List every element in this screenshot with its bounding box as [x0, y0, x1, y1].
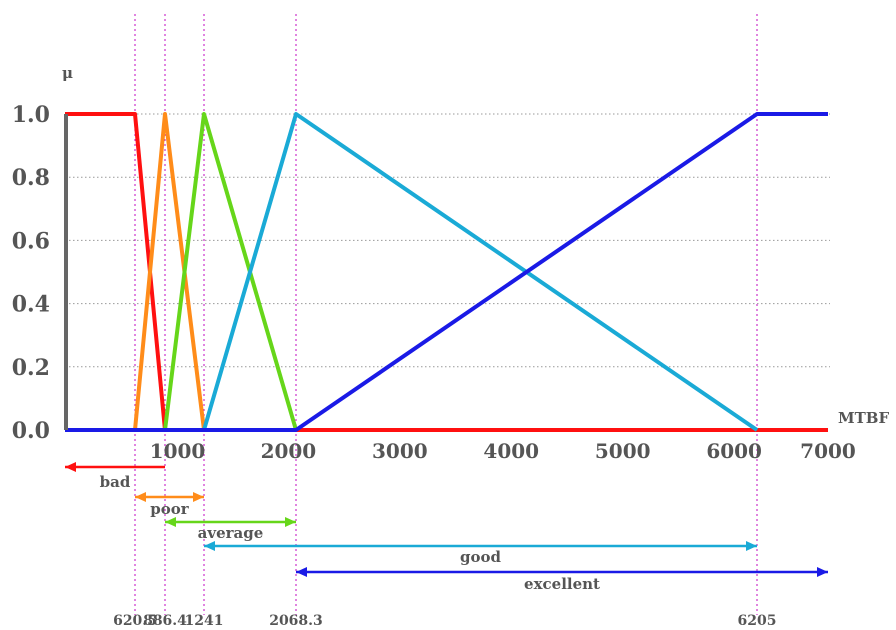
arrowhead-left	[165, 517, 176, 527]
breakpoint-label: 6205	[738, 613, 777, 629]
breakpoint-label: 620.5	[113, 613, 157, 629]
arrowhead-right	[193, 492, 204, 502]
breakpoint-label: 1241	[185, 613, 224, 629]
x-tick-label: 3000	[372, 439, 428, 463]
breakpoint-label: 2068.3	[269, 613, 323, 629]
arrowhead-left	[204, 541, 215, 551]
arrowhead-right	[817, 567, 828, 577]
series-lines	[65, 112, 828, 432]
range-label: excellent	[524, 575, 600, 593]
range-arrows: bad poor average good excellent	[65, 462, 828, 593]
y-tick-label: 0.6	[12, 228, 50, 254]
series-line	[133, 112, 206, 431]
series-line	[202, 112, 759, 432]
x-tick-label: 4000	[483, 439, 539, 463]
x-axis: 1000 2000 3000 4000 5000 6000 7000	[150, 439, 856, 463]
y-tick-label: 1.0	[12, 102, 50, 128]
y-tick-label: 0.8	[12, 165, 50, 191]
arrowhead-right	[746, 541, 757, 551]
range-label: good	[460, 548, 501, 566]
series-line	[163, 112, 298, 431]
arrowhead-left	[296, 567, 307, 577]
marker-lines	[134, 14, 758, 615]
series-line	[65, 112, 828, 432]
breakpoint-label: 886.4	[143, 613, 187, 629]
y-axis: 0.0 0.2 0.4 0.6 0.8 1.0	[12, 102, 68, 444]
x-tick-label: 2000	[261, 439, 317, 463]
y-tick-label: 0.2	[12, 355, 50, 381]
range-label: bad	[100, 473, 131, 491]
y-tick-label: 0.4	[12, 292, 50, 318]
arrowhead-left	[135, 492, 146, 502]
x-tick-label: 6000	[706, 439, 762, 463]
arrowhead-left	[65, 462, 76, 472]
range-label: poor	[150, 500, 189, 518]
y-tick-label: 0.0	[12, 418, 50, 444]
x-tick-label: 1000	[150, 439, 206, 463]
y-axis-title: μ	[62, 64, 73, 82]
series-line	[65, 112, 828, 432]
grid	[65, 113, 830, 368]
x-axis-title: MTBF	[838, 409, 889, 427]
x-tick-label: 7000	[800, 439, 856, 463]
range-label: average	[198, 524, 264, 542]
arrowhead-right	[285, 517, 296, 527]
x-tick-label: 5000	[595, 439, 651, 463]
